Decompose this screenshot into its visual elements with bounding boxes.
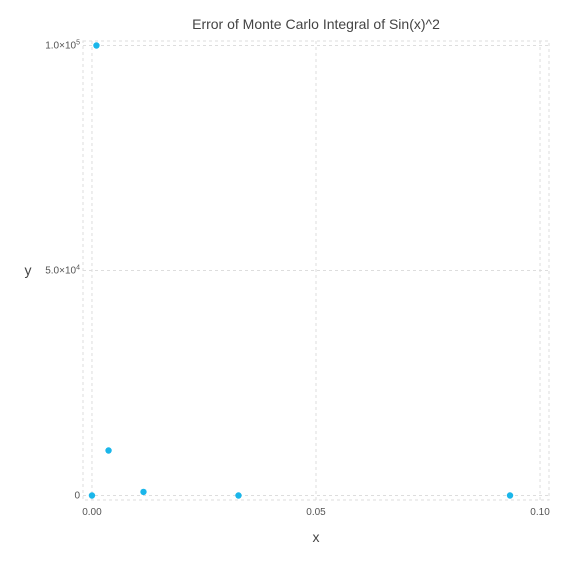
data-point [140,488,147,496]
chart-title: Error of Monte Carlo Integral of Sin(x)^… [192,16,440,32]
y-tick-label: 0 [74,491,80,502]
data-point [235,492,242,499]
y-tick-label: 5.0×104 [45,265,80,277]
data-point [93,42,100,49]
tick-labels: 0.00 0.05 0.10 0 5.0×104 1.0×105 [45,40,550,519]
data-points [88,42,514,499]
x-axis-label: x [313,529,320,545]
x-tick-label: 0.05 [306,507,326,518]
x-tick-label: 0.00 [82,507,102,518]
data-point [105,447,112,454]
y-axis-label: y [25,262,32,278]
grid [82,40,550,501]
data-point [88,492,96,499]
x-tick-label: 0.10 [530,507,550,518]
data-point [506,492,514,499]
y-tick-label: 1.0×105 [45,40,80,52]
